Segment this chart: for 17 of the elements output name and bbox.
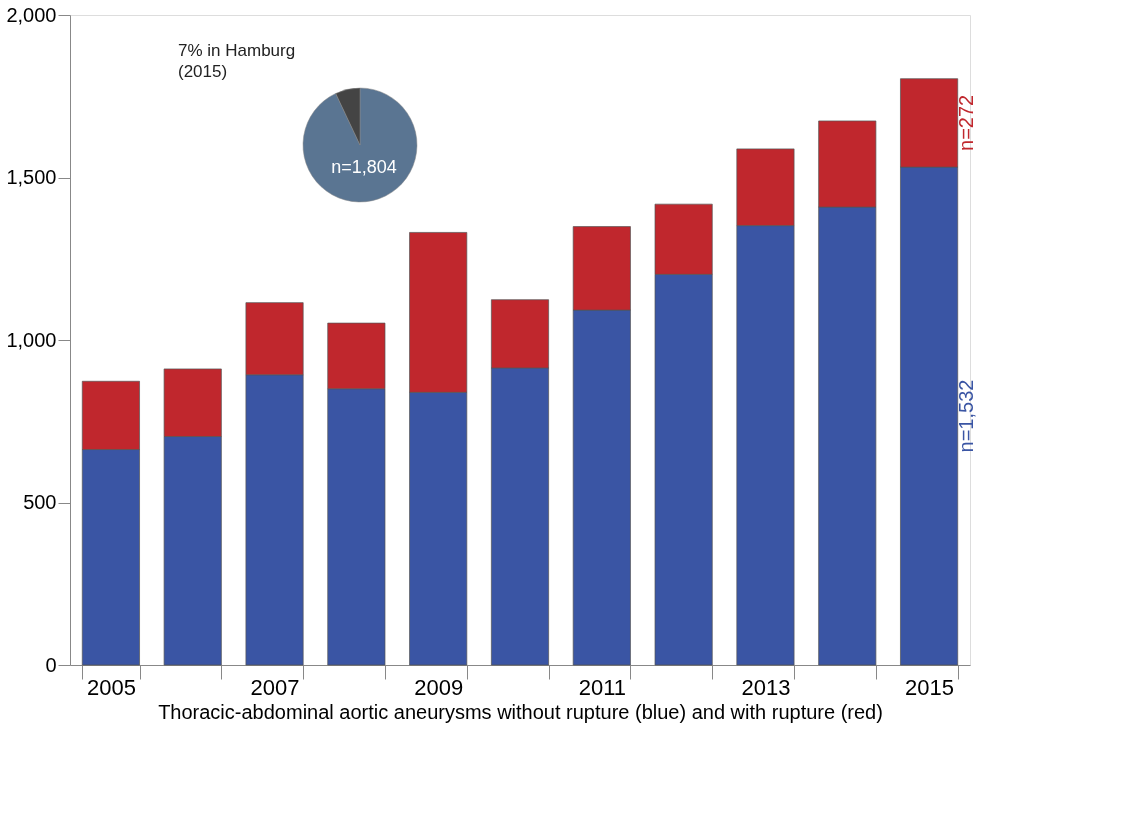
y-tick-label: 1,000 bbox=[6, 328, 57, 351]
x-tick-label: 2005 bbox=[86, 674, 136, 700]
y-tick-label: 1,500 bbox=[6, 166, 57, 188]
annotation: 7% in Hamburg (2015) bbox=[178, 41, 296, 81]
data-label: n=272 bbox=[955, 94, 978, 151]
pie-slice bbox=[302, 87, 418, 203]
x-axis-title: Thoracic-abdominal aortic aneurysms without rupture (blue) and with rupture (red) bbox=[158, 700, 883, 723]
x-tick-label: 2015 bbox=[905, 674, 955, 700]
data-label: n=1,532 bbox=[955, 379, 978, 453]
x-tick-label: 2009 bbox=[414, 674, 464, 700]
annotation: n=1,804 bbox=[331, 157, 397, 177]
y-tick-label: 500 bbox=[23, 491, 57, 513]
x-tick-label: 2013 bbox=[741, 674, 791, 700]
x-tick-label: 2011 bbox=[578, 674, 626, 700]
y-tick-label: 2,000 bbox=[6, 3, 57, 26]
y-tick-label: 0 bbox=[45, 653, 57, 676]
x-tick-label: 2007 bbox=[250, 674, 300, 700]
